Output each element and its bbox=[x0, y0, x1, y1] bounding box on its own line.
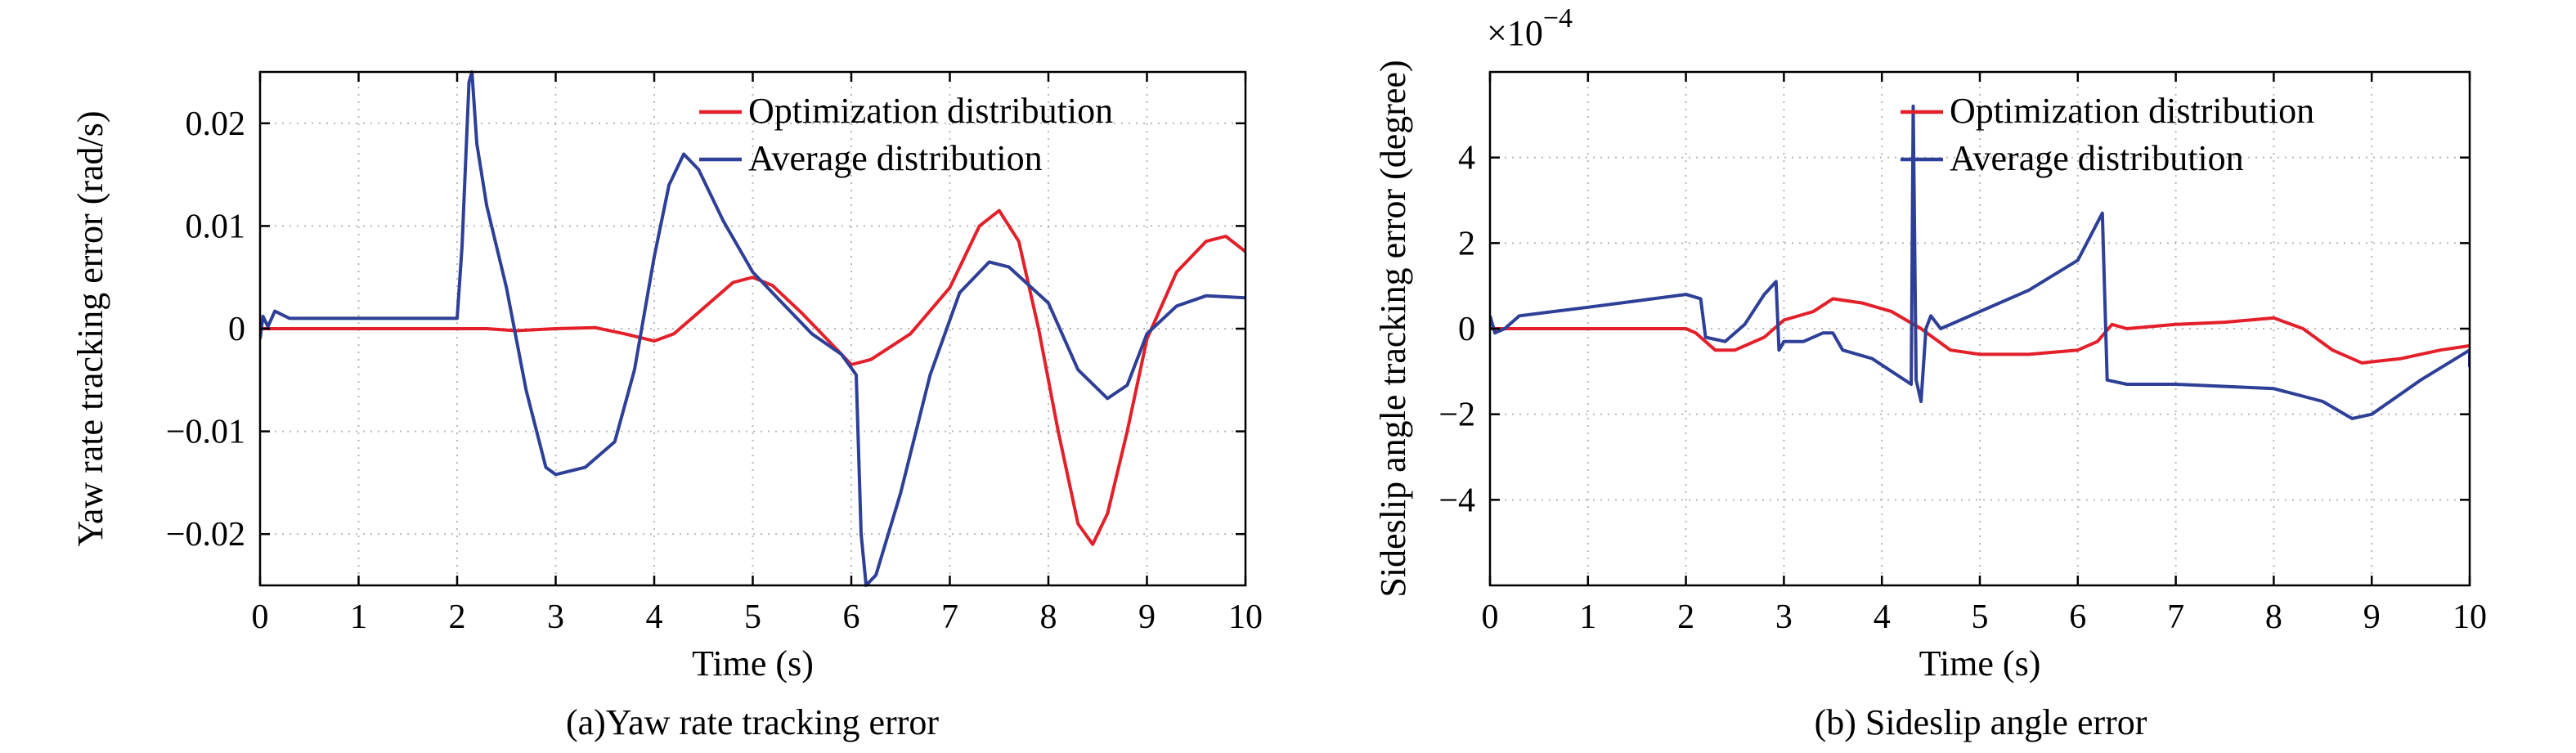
y-tick-label: 0 bbox=[1458, 311, 1475, 348]
chart-panel-2: 0 1 2 3 4 5 6 7 8 9 10 4 2 0 −2 −4 Time (s) Sideslip angl… bbox=[1373, 3, 2487, 742]
x-tick-label: 5 bbox=[744, 598, 761, 636]
y-tick-label: −4 bbox=[1438, 482, 1475, 519]
panel-caption: (b) Sideslip angle error bbox=[1815, 702, 2147, 742]
x-axis-label: Time (s) bbox=[1919, 643, 2041, 684]
y-tick-label: 4 bbox=[1458, 140, 1475, 177]
x-tick-label: 5 bbox=[1972, 598, 1989, 636]
chart-panel-1: 0 1 2 3 4 5 6 7 8 9 10 0.02 0.01 0 −0.01 −0.02 Time (s) Y… bbox=[70, 70, 1263, 742]
x-axis-label: Time (s) bbox=[692, 643, 814, 684]
x-tick-label: 10 bbox=[2453, 598, 2487, 636]
y-axis-label: Yaw rate tracking error (rad/s) bbox=[70, 110, 110, 546]
y-tick-label: −2 bbox=[1438, 397, 1475, 434]
y-axis-label: Sideslip angle tracking error (degree) bbox=[1373, 60, 1413, 597]
x-tick-label: 10 bbox=[1228, 598, 1263, 636]
x-tick-label: 3 bbox=[1775, 598, 1793, 636]
x-tick-label: 0 bbox=[1482, 598, 1499, 636]
x-tick-label: 8 bbox=[1040, 598, 1057, 636]
x-tick-label: 9 bbox=[1138, 598, 1156, 636]
legend-entry: Optimization distribution bbox=[748, 91, 1113, 131]
series-line-average bbox=[260, 70, 1245, 587]
x-tick-label: 3 bbox=[547, 598, 564, 636]
x-tick-label: 4 bbox=[646, 598, 663, 636]
series-line-optimization bbox=[260, 208, 1245, 546]
x-tick-label: 6 bbox=[2069, 598, 2086, 636]
x-tick-label: 2 bbox=[1677, 598, 1694, 636]
x-tick-label: 6 bbox=[843, 598, 860, 636]
x-tick-label: 0 bbox=[252, 598, 269, 636]
series-line-optimization bbox=[1490, 297, 2470, 365]
y-tick-label: 0 bbox=[228, 311, 245, 348]
x-tick-label: 8 bbox=[2265, 598, 2282, 636]
legend-entry: Average distribution bbox=[748, 138, 1043, 178]
y-tick-label: −0.02 bbox=[166, 516, 245, 554]
series-line-average bbox=[1490, 104, 2470, 420]
y-tick-label: −0.01 bbox=[166, 414, 245, 451]
y-tick-label: 2 bbox=[1458, 225, 1475, 262]
x-tick-label: 1 bbox=[1579, 598, 1596, 636]
x-tick-label: 4 bbox=[1874, 598, 1891, 636]
x-tick-label: 9 bbox=[2363, 598, 2381, 636]
x-tick-label: 2 bbox=[449, 598, 466, 636]
x-tick-label: 1 bbox=[350, 598, 367, 636]
x-tick-label: 7 bbox=[2167, 598, 2184, 636]
axis-scale-factor: ×10−4 bbox=[1487, 3, 1573, 53]
y-tick-label: 0.01 bbox=[186, 208, 246, 245]
y-tick-label: 0.02 bbox=[186, 105, 246, 143]
legend-entry: Optimization distribution bbox=[1950, 91, 2314, 131]
panel-caption: (a)Yaw rate tracking error bbox=[566, 702, 939, 742]
x-tick-label: 7 bbox=[941, 598, 958, 636]
legend-entry: Average distribution bbox=[1950, 138, 2244, 178]
